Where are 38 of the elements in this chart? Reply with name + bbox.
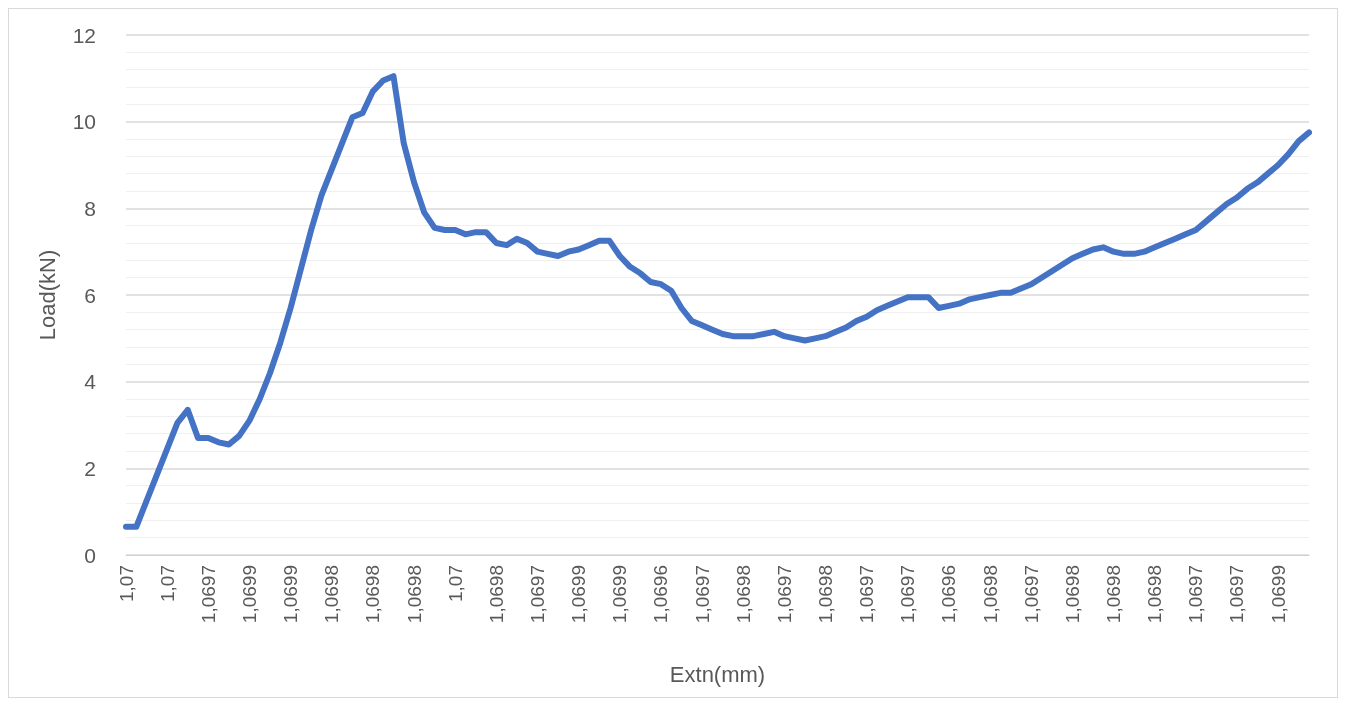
x-tick-label: 1,07 [115,565,137,602]
x-tick-label: 1,0698 [485,565,507,624]
y-tick-label: 4 [84,370,97,394]
x-tick-label: 1,0697 [1020,565,1042,624]
x-tick-label: 1,0698 [1144,565,1166,624]
x-tick-label: 1,0698 [362,565,384,624]
x-tick-label: 1,0697 [197,565,219,624]
x-tick-label: 1,0697 [691,565,713,624]
x-tick-label: 1,0697 [1185,565,1207,624]
x-tick-label: 1,0699 [609,565,631,624]
x-tick-label: 1,0698 [1061,565,1083,624]
x-tick-label: 1,0697 [856,565,878,624]
y-tick-label: 2 [84,456,96,480]
x-tick-label: 1,0698 [732,565,754,624]
y-tick-label: 8 [84,196,96,220]
x-tick-label: 1,0698 [403,565,425,624]
x-tick-label: 1,07 [156,565,178,602]
x-tick-label: 1,0698 [979,565,1001,624]
y-tick-label: 6 [84,283,96,307]
x-tick-label: 1,0696 [650,565,672,624]
x-tick-label: 1,0698 [1103,565,1125,624]
x-tick-label: 1,0699 [1267,565,1289,624]
x-tick-label: 1,0698 [815,565,837,624]
x-tick-label: 1,0698 [321,565,343,624]
y-tick-label: 0 [84,543,96,567]
x-tick-label: 1,0696 [938,565,960,624]
y-axis-title: Load(kN) [34,249,60,341]
x-tick-label: 1,0699 [280,565,302,624]
x-tick-label: 1,0697 [1226,565,1248,624]
x-tick-label: 1,07 [444,565,466,602]
x-axis-title: Extn(mm) [669,661,766,687]
x-tick-label: 1,0697 [526,565,548,624]
x-tick-label: 1,0697 [773,565,795,624]
y-tick-label: 12 [72,23,96,47]
y-tick-label: 10 [72,110,96,134]
x-tick-label: 1,0699 [238,565,260,624]
x-tick-label: 1,0697 [897,565,919,624]
x-tick-label: 1,0699 [568,565,590,624]
